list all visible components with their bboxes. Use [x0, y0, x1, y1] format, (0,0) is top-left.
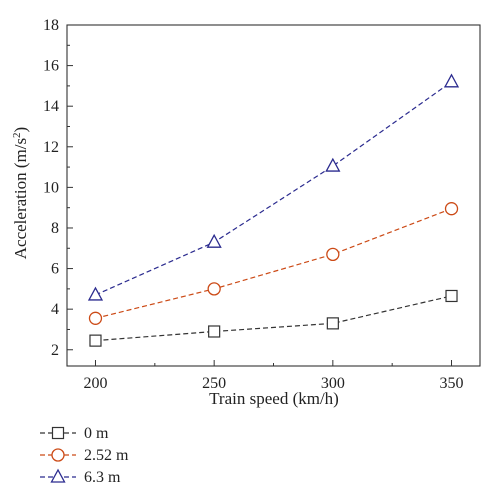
y-axis-title: Acceleration (m/s2): [11, 127, 30, 259]
legend-label: 2.52 m: [84, 447, 129, 464]
series-line: [95, 81, 452, 296]
series-line: [95, 208, 452, 319]
plot-frame: [66, 24, 481, 367]
series-1: [88, 202, 459, 325]
legend-item-1: 2.52 m: [40, 447, 129, 464]
data-point: [326, 317, 339, 330]
legend-label: 6.3 m: [84, 469, 121, 486]
y-tick-label: 18: [43, 17, 59, 34]
y-tick-label: 10: [43, 179, 59, 196]
y-tick-label: 12: [43, 139, 59, 156]
series-2: [87, 73, 460, 301]
data-point: [207, 282, 221, 296]
x-tick-label: 350: [440, 375, 464, 392]
x-tick-label: 200: [83, 375, 107, 392]
series-line: [95, 295, 452, 342]
legend-item-2: 6.3 m: [40, 468, 121, 486]
data-point: [445, 289, 458, 303]
legend: 0 m 2.52 m 6.3 m: [40, 425, 129, 486]
data-point: [208, 325, 221, 338]
y-tick-label: 16: [43, 58, 59, 75]
legend-marker: [51, 448, 65, 462]
legend-label: 0 m: [84, 425, 109, 442]
y-tick-label: 2: [51, 342, 59, 359]
legend-marker: [51, 426, 65, 440]
y-tick-label: 14: [43, 98, 59, 115]
y-tick-label: 6: [51, 261, 59, 278]
data-point: [88, 311, 103, 325]
data-point: [87, 286, 104, 301]
data-point: [89, 334, 102, 347]
data-point: [443, 73, 460, 88]
legend-marker: [50, 468, 66, 483]
x-tick-label: 250: [202, 375, 226, 392]
series-0: [89, 289, 458, 347]
data-point: [206, 233, 222, 248]
data-point: [326, 247, 340, 262]
legend-item-0: 0 m: [40, 425, 109, 442]
data-point: [444, 202, 459, 216]
x-axis-title: Train speed (km/h): [209, 389, 339, 408]
data-point: [325, 157, 341, 172]
y-tick-label: 8: [51, 220, 59, 237]
x-tick-label: 300: [321, 375, 345, 392]
y-tick-label: 4: [51, 301, 59, 318]
